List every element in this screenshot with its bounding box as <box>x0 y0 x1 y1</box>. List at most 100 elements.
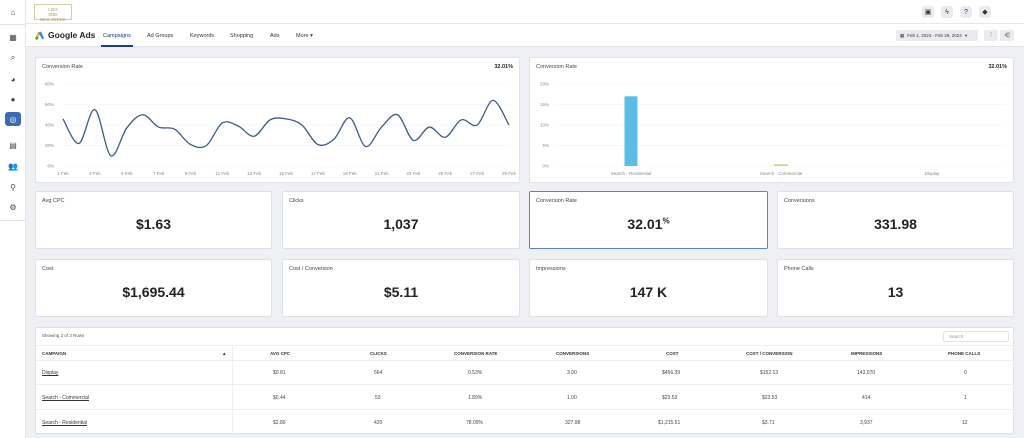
campaign-link-search-commercial[interactable]: Search - Commercial <box>42 395 89 401</box>
top-bar: LEES DIRE REAL ESTATE ▣ ϟ ? ◆ <box>26 0 1024 24</box>
company-logo[interactable]: LEES DIRE REAL ESTATE <box>34 4 72 22</box>
bolt-icon[interactable]: ϟ <box>941 6 953 18</box>
cell-cost: $456.39 <box>662 370 681 376</box>
document-icon[interactable]: ▤ <box>9 140 17 150</box>
kpi-phone-calls[interactable]: Phone Calls 13 <box>777 259 1014 317</box>
kpi-label: Cost / Conversion <box>289 266 333 272</box>
filter-icon[interactable]: ⫶ <box>984 30 998 41</box>
settings-icon[interactable]: ⚙ <box>9 202 17 212</box>
column-header-impressions[interactable]: IMPRESSIONS <box>851 351 883 356</box>
notification-icon[interactable]: ◆ <box>979 6 991 18</box>
chat-icon[interactable]: ● <box>10 94 16 104</box>
tab-more[interactable]: More ▾ <box>296 33 313 39</box>
google-ads-logo-icon <box>35 31 45 40</box>
x-tick-label: 15 Feb <box>279 171 294 176</box>
date-range-label: Feb 1, 2024 - Feb 29, 2024 <box>907 33 962 38</box>
campaign-link-search-residential[interactable]: Search - Residential <box>42 420 88 426</box>
x-tick-label: 27 Feb <box>470 171 485 176</box>
tab-campaigns[interactable]: Campaigns <box>103 33 131 39</box>
column-header-conversions[interactable]: CONVERSIONS <box>556 351 590 356</box>
column-header-conversion-rate[interactable]: CONVERSION RATE <box>454 351 498 356</box>
chevron-down-icon: ▾ <box>964 32 968 38</box>
kpi-label: Conversion Rate <box>536 198 577 204</box>
kpi-unit: % <box>662 216 670 226</box>
cell-conversion-rate: 0.53% <box>468 370 483 376</box>
conversion-rate-bar-chart-card: Conversion Rate 32.01% 20% 15% 10% 5% 0% Sear… <box>529 57 1014 183</box>
help-icon[interactable]: ? <box>960 6 972 18</box>
tab-more-label: More <box>296 33 309 39</box>
kpi-label: Impressions <box>536 266 566 272</box>
logo-line-1: LEES <box>48 7 58 12</box>
tab-ad-groups[interactable]: Ad Groups <box>147 33 174 39</box>
campaign-table: Showing 3 of 3 Rows Search CAMPAIGN ▲ AV… <box>35 327 1015 434</box>
ads-nav-bar: Google Ads Campaigns Ad Groups Keywords … <box>26 24 1024 47</box>
kpi-value-wrap: 32.01% <box>530 216 767 232</box>
cell-conversion-rate: 78.09% <box>466 420 483 426</box>
cell-avg-cpc: $2.89 <box>273 420 286 426</box>
kpi-label: Cost <box>42 266 54 272</box>
date-range-picker[interactable]: ▦ Feb 1, 2024 - Feb 29, 2024 ▾ <box>896 30 978 41</box>
y-tick-label: 10% <box>540 123 549 128</box>
column-header-campaign[interactable]: CAMPAIGN <box>42 351 67 356</box>
tab-shopping[interactable]: Shopping <box>230 33 254 39</box>
kpi-value: $1.63 <box>135 216 172 232</box>
kpi-clicks[interactable]: Clicks 1,037 <box>282 191 520 249</box>
x-tick-label: 1 Feb <box>57 171 69 176</box>
home-icon[interactable]: ⌂ <box>10 7 16 17</box>
x-tick-label: Display <box>925 171 941 176</box>
search-input[interactable]: Search <box>943 331 1009 342</box>
series-line <box>62 99 510 157</box>
cell-clicks: 53 <box>375 395 381 401</box>
search-icon[interactable]: ⌕ <box>10 53 16 62</box>
x-tick-label: 21 Feb <box>375 171 390 176</box>
kpi-value: 1,037 <box>383 216 419 232</box>
kpi-impressions[interactable]: Impressions 147 K <box>529 259 768 317</box>
kpi-cost[interactable]: Cost $1,695.44 <box>35 259 272 317</box>
cell-avg-cpc: $0.81 <box>273 370 286 376</box>
column-header-clicks[interactable]: CLICKS <box>370 351 387 356</box>
apps-grid-icon[interactable]: ▦ <box>9 32 17 42</box>
cell-avg-cpc: $0.44 <box>273 395 286 401</box>
tab-keywords[interactable]: Keywords <box>190 33 215 39</box>
folder-plus-icon[interactable]: ▣ <box>922 6 934 18</box>
column-header-avg-cpc[interactable]: AVG CPC <box>270 351 291 356</box>
kpi-conversions[interactable]: Conversions 331.98 <box>777 191 1014 249</box>
ads-icon[interactable]: ◎ <box>5 112 21 126</box>
x-tick-label: 3 Feb <box>89 171 101 176</box>
y-tick-label: 0% <box>47 164 54 169</box>
column-header-cost-per-conversion[interactable]: COST / CONVERSION <box>746 351 793 356</box>
y-tick-label: 40% <box>45 123 54 128</box>
x-tick-label: 17 Feb <box>311 171 326 176</box>
column-header-cost[interactable]: COST <box>666 351 679 356</box>
x-tick-label: 19 Feb <box>343 171 358 176</box>
sort-arrow-icon[interactable]: ▲ <box>222 351 227 356</box>
kpi-value: 32.01 <box>627 216 663 232</box>
kpi-label: Clicks <box>289 198 304 204</box>
cell-conversions: 1.00 <box>567 395 577 401</box>
campaign-link-display[interactable]: Display <box>42 370 59 376</box>
kpi-label: Avg CPC <box>42 198 65 204</box>
kpi-conversion-rate[interactable]: Conversion Rate 32.01% <box>529 191 768 249</box>
rail-divider <box>0 220 26 221</box>
row-count-label: Showing 3 of 3 Rows <box>42 333 85 338</box>
share-icon[interactable]: ⋲ <box>1000 30 1014 41</box>
cell-conversion-rate: 1.89% <box>468 395 483 401</box>
users-icon[interactable]: 👥 <box>8 161 18 171</box>
tab-ads[interactable]: Ads <box>270 33 280 39</box>
plug-icon[interactable]: ⚲ <box>10 182 16 192</box>
bar-1 <box>774 164 788 166</box>
cell-cost: $23.53 <box>662 395 678 401</box>
column-header-phone-calls[interactable]: PHONE CALLS <box>948 351 981 356</box>
brand-label: Google Ads <box>48 30 96 40</box>
kpi-cost-per-conversion[interactable]: Cost / Conversion $5.11 <box>282 259 520 317</box>
y-tick-label: 15% <box>540 102 549 107</box>
x-tick-label: 7 Feb <box>153 171 165 176</box>
chevron-down-icon: ▾ <box>310 33 313 39</box>
cell-conversions: 3.00 <box>567 370 577 376</box>
table-row-divider <box>36 384 1015 385</box>
palette-icon[interactable]: ◕ <box>10 74 16 84</box>
chart-total-badge: 32.01% <box>988 64 1007 70</box>
y-tick-label: 20% <box>45 143 54 148</box>
x-tick-label: 5 Feb <box>121 171 133 176</box>
kpi-avg-cpc[interactable]: Avg CPC $1.63 <box>35 191 272 249</box>
